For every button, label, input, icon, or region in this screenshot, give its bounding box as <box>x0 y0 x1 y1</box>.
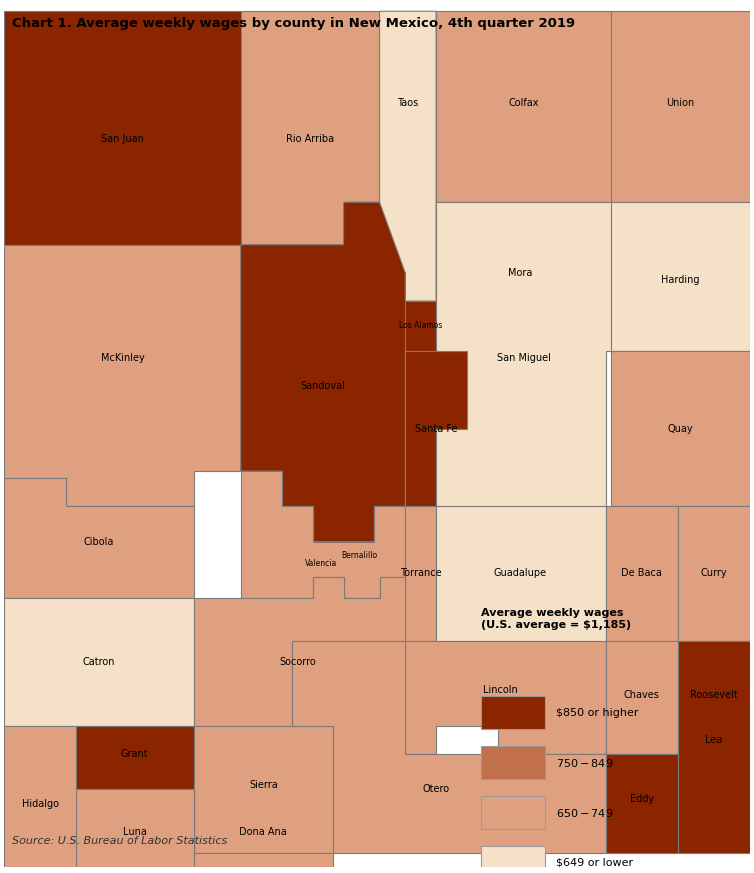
Polygon shape <box>606 203 749 351</box>
Text: Sandoval: Sandoval <box>301 382 345 391</box>
Polygon shape <box>678 641 749 754</box>
Polygon shape <box>611 11 749 203</box>
Text: Bernalillo: Bernalillo <box>341 552 377 560</box>
Polygon shape <box>5 478 195 598</box>
FancyBboxPatch shape <box>481 796 545 829</box>
Text: Union: Union <box>666 98 694 108</box>
Text: $750 - $849: $750 - $849 <box>556 757 614 769</box>
Text: Luna: Luna <box>123 827 147 837</box>
Text: Lea: Lea <box>705 735 722 745</box>
Text: Mora: Mora <box>508 268 532 278</box>
Polygon shape <box>406 301 436 351</box>
Text: Quay: Quay <box>667 423 693 434</box>
Polygon shape <box>606 754 678 853</box>
Text: Valencia: Valencia <box>305 559 337 567</box>
Text: Source: U.S. Bureau of Labor Statistics: Source: U.S. Bureau of Labor Statistics <box>11 835 227 846</box>
Text: Santa Fe: Santa Fe <box>415 423 458 434</box>
Polygon shape <box>606 506 678 641</box>
Text: $850 or higher: $850 or higher <box>556 708 639 718</box>
Text: $649 or lower: $649 or lower <box>556 858 633 868</box>
Polygon shape <box>195 577 406 725</box>
Polygon shape <box>5 244 241 506</box>
FancyBboxPatch shape <box>481 847 545 873</box>
Polygon shape <box>406 506 436 641</box>
Polygon shape <box>436 203 611 506</box>
Text: Rio Arriba: Rio Arriba <box>286 134 334 143</box>
Polygon shape <box>436 203 606 351</box>
Text: San Miguel: San Miguel <box>497 353 550 363</box>
Text: Harding: Harding <box>661 275 699 285</box>
Polygon shape <box>241 203 436 542</box>
Text: Catron: Catron <box>82 657 115 667</box>
FancyBboxPatch shape <box>481 697 545 729</box>
Polygon shape <box>195 725 333 853</box>
Text: McKinley: McKinley <box>100 353 144 363</box>
Polygon shape <box>292 641 606 853</box>
Text: Dona Ana: Dona Ana <box>240 827 287 837</box>
Text: De Baca: De Baca <box>621 568 662 578</box>
Text: Torrance: Torrance <box>400 568 442 578</box>
Polygon shape <box>406 641 606 754</box>
Polygon shape <box>313 506 406 598</box>
Text: Socorro: Socorro <box>279 657 316 667</box>
Text: Lincoln: Lincoln <box>483 685 517 695</box>
Text: San Juan: San Juan <box>101 134 144 143</box>
Text: Chaves: Chaves <box>624 690 660 699</box>
Text: $650 - $749: $650 - $749 <box>556 807 614 819</box>
Polygon shape <box>436 506 606 641</box>
Text: Colfax: Colfax <box>508 98 539 108</box>
Text: Los Alamos: Los Alamos <box>399 320 443 330</box>
Polygon shape <box>678 641 749 853</box>
Polygon shape <box>406 351 467 506</box>
Polygon shape <box>5 11 241 244</box>
Polygon shape <box>76 725 195 789</box>
Polygon shape <box>5 725 76 867</box>
Polygon shape <box>611 351 749 506</box>
Polygon shape <box>195 789 333 867</box>
Text: Taos: Taos <box>397 98 418 108</box>
Text: Roosevelt: Roosevelt <box>690 690 737 699</box>
Text: Curry: Curry <box>700 568 727 578</box>
Polygon shape <box>76 789 195 867</box>
Text: Sierra: Sierra <box>249 780 277 790</box>
Polygon shape <box>241 471 406 598</box>
FancyBboxPatch shape <box>481 746 545 780</box>
Text: Otero: Otero <box>422 784 449 794</box>
Polygon shape <box>241 11 379 244</box>
Text: Guadalupe: Guadalupe <box>494 568 547 578</box>
Polygon shape <box>606 641 678 754</box>
Polygon shape <box>5 598 195 725</box>
Text: Average weekly wages
(U.S. average = $1,185): Average weekly wages (U.S. average = $1,… <box>481 608 632 630</box>
Text: Cibola: Cibola <box>84 537 114 546</box>
Polygon shape <box>348 11 436 301</box>
Text: Hidalgo: Hidalgo <box>22 799 59 808</box>
Polygon shape <box>436 11 611 203</box>
Text: Grant: Grant <box>121 749 149 759</box>
Text: Eddy: Eddy <box>630 794 654 804</box>
Polygon shape <box>678 506 749 641</box>
Text: Chart 1. Average weekly wages by county in New Mexico, 4th quarter 2019: Chart 1. Average weekly wages by county … <box>11 17 575 30</box>
